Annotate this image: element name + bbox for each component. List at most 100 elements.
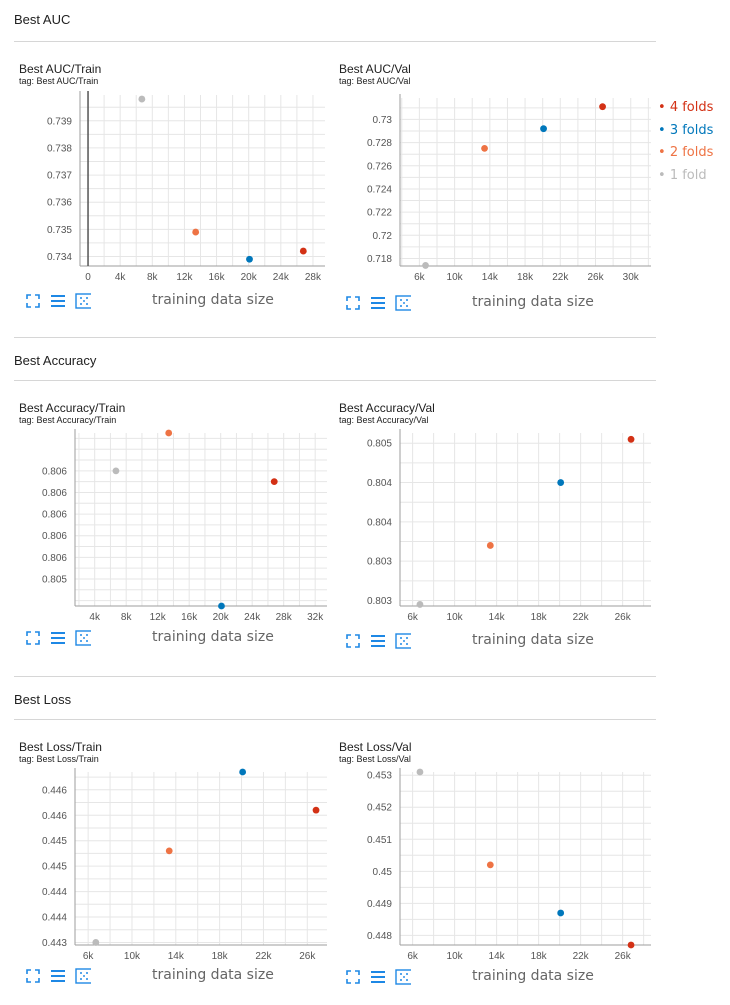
fit-domain-icon[interactable] (25, 968, 41, 984)
fit-domain-icon[interactable] (25, 293, 41, 309)
chart-title: Best Accuracy/Train (19, 401, 126, 415)
x-tick-label: 14k (489, 612, 506, 623)
data-point (422, 262, 429, 269)
data-bounds-icon[interactable] (395, 969, 411, 985)
fit-domain-icon[interactable] (345, 969, 361, 985)
data-point (92, 939, 100, 946)
data-point (627, 941, 635, 949)
data-point (486, 861, 494, 869)
x-tick-label: 0 (85, 272, 91, 283)
x-tick-label: 10k (447, 951, 464, 962)
data-bounds-icon[interactable] (75, 293, 91, 309)
chart-toolbar (345, 295, 411, 311)
x-tick-label: 22k (255, 951, 272, 962)
legend-item-4-folds[interactable]: • 4 folds (658, 100, 713, 123)
toggle-log-icon[interactable] (50, 630, 66, 646)
x-tick-label: 10k (447, 272, 464, 283)
chart-tag: tag: Best AUC/Val (339, 76, 411, 86)
x-tick-label: 4k (89, 612, 101, 623)
legend-marker: • (658, 122, 670, 138)
legend-item-1-fold[interactable]: • 1 fold (658, 168, 713, 191)
x-tick-label: 22k (573, 951, 590, 962)
chart-tag: tag: Best Loss/Val (339, 754, 411, 764)
chart-toolbar (25, 968, 91, 984)
legend-label: 1 fold (669, 167, 707, 183)
section-title-best-loss[interactable]: Best Loss (14, 692, 72, 707)
toggle-log-icon[interactable] (370, 295, 386, 311)
y-tick-label: 0.728 (367, 138, 392, 149)
x-tick-label: 18k (531, 951, 548, 962)
x-tick-label: 12k (150, 612, 167, 623)
y-tick-label: 0.804 (367, 517, 392, 528)
x-axis-label: training data size (472, 968, 594, 984)
y-tick-label: 0.806 (42, 466, 67, 477)
y-tick-label: 0.726 (367, 161, 392, 172)
y-tick-label: 0.73 (373, 115, 393, 126)
data-point (599, 103, 606, 111)
y-tick-label: 0.446 (42, 785, 67, 796)
x-tick-label: 26k (587, 272, 604, 283)
chart-tag: tag: Best AUC/Train (19, 76, 99, 86)
section-divider (14, 41, 656, 42)
legend-label: 3 folds (669, 122, 714, 138)
data-point (239, 768, 247, 776)
legend-marker: • (658, 167, 670, 183)
fit-domain-icon[interactable] (345, 633, 361, 649)
data-bounds-icon[interactable] (75, 630, 91, 646)
y-tick-label: 0.445 (42, 862, 67, 873)
x-tick-label: 20k (213, 612, 230, 623)
section-title-best-auc[interactable]: Best AUC (14, 12, 71, 27)
toggle-log-icon[interactable] (370, 969, 386, 985)
x-tick-label: 32k (307, 612, 324, 623)
x-tick-label: 24k (273, 272, 290, 283)
fit-domain-icon[interactable] (345, 295, 361, 311)
chart-tag: tag: Best Loss/Train (19, 754, 99, 764)
y-tick-label: 0.806 (42, 531, 67, 542)
x-tick-label: 10k (447, 612, 464, 623)
legend-item-3-folds[interactable]: • 3 folds (658, 123, 713, 146)
x-tick-label: 24k (244, 612, 261, 623)
x-tick-label: 26k (615, 612, 632, 623)
x-tick-label: 14k (168, 951, 185, 962)
section-divider (14, 337, 656, 338)
chart-toolbar (345, 633, 411, 649)
y-tick-label: 0.805 (42, 574, 67, 585)
data-point (112, 467, 120, 475)
data-point (481, 145, 488, 152)
data-point (138, 95, 146, 103)
fit-domain-icon[interactable] (25, 630, 41, 646)
y-tick-label: 0.724 (367, 184, 392, 195)
toggle-log-icon[interactable] (50, 968, 66, 984)
x-tick-label: 18k (517, 272, 534, 283)
x-tick-label: 28k (305, 272, 322, 283)
x-tick-label: 6k (414, 272, 426, 283)
toggle-log-icon[interactable] (50, 293, 66, 309)
legend-item-2-folds[interactable]: • 2 folds (658, 145, 713, 168)
x-tick-label: 10k (124, 951, 141, 962)
data-point (627, 435, 635, 443)
data-bounds-icon[interactable] (395, 295, 411, 311)
x-tick-label: 18k (212, 951, 229, 962)
data-bounds-icon[interactable] (395, 633, 411, 649)
y-tick-label: 0.806 (42, 553, 67, 564)
toggle-log-icon[interactable] (370, 633, 386, 649)
x-tick-label: 8k (147, 272, 159, 283)
x-tick-label: 26k (299, 951, 316, 962)
y-tick-label: 0.806 (42, 510, 67, 521)
data-point (416, 601, 424, 608)
legend-label: 2 folds (669, 145, 714, 160)
section-title-best-accuracy[interactable]: Best Accuracy (14, 353, 97, 368)
x-tick-label: 26k (615, 951, 632, 962)
y-tick-label: 0.735 (47, 225, 72, 236)
y-tick-label: 0.734 (47, 252, 72, 263)
x-tick-label: 14k (489, 951, 506, 962)
data-bounds-icon[interactable] (75, 968, 91, 984)
y-tick-label: 0.448 (367, 931, 392, 942)
y-tick-label: 0.739 (47, 116, 72, 127)
